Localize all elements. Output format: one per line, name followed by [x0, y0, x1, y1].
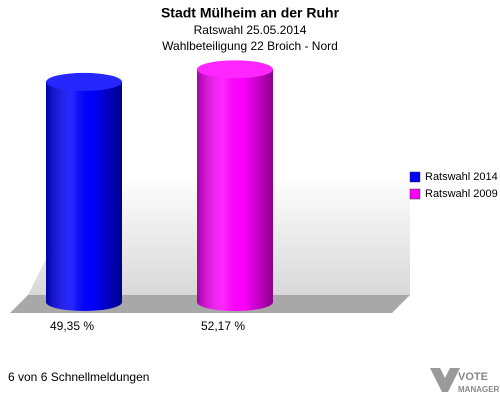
- bar-shade: [197, 69, 273, 311]
- bar-shade: [46, 81, 122, 311]
- value-label: 49,35 %: [50, 319, 94, 333]
- bar: [46, 72, 122, 311]
- chart-title: Stadt Mülheim an der Ruhr: [161, 5, 340, 21]
- bar-top: [46, 72, 122, 91]
- logo-text: MANAGER: [458, 385, 500, 394]
- logo: VOTE MANAGER: [430, 368, 500, 394]
- logo-icon: [430, 368, 460, 392]
- chart-subtitle: Wahlbeteiligung 22 Broich - Nord: [162, 39, 338, 53]
- logo-text: VOTE: [458, 371, 488, 383]
- chart-subtitle: Ratswahl 25.05.2014: [194, 23, 307, 37]
- bar-top: [197, 60, 273, 79]
- legend-label: Ratswahl 2014: [425, 171, 498, 183]
- legend-swatch: [409, 188, 421, 200]
- bar: [197, 60, 273, 311]
- value-label: 52,17 %: [201, 319, 245, 333]
- legend-label: Ratswahl 2009: [425, 188, 498, 200]
- footer: 6 von 6 Schnellmeldungen: [8, 370, 149, 384]
- legend-swatch: [409, 171, 421, 183]
